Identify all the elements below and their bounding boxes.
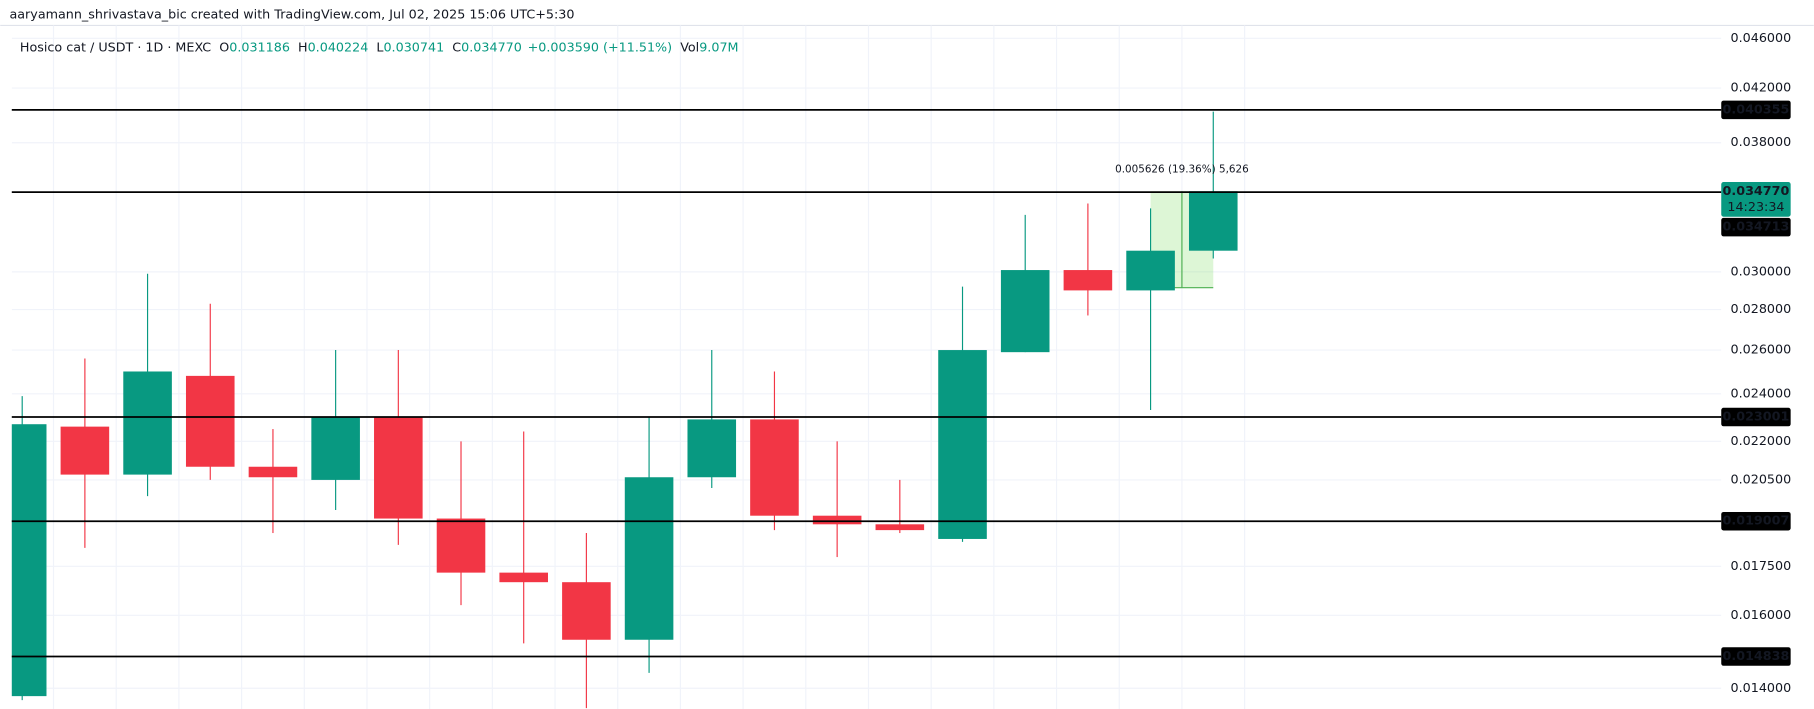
countdown: 14:23:34 bbox=[1727, 199, 1784, 214]
price-label: 0.034770 bbox=[1723, 183, 1790, 198]
y-tick-label: 0.022000 bbox=[1731, 433, 1792, 448]
candle-body bbox=[123, 371, 172, 475]
y-tick-label: 0.028000 bbox=[1731, 301, 1792, 316]
hline-label: 0.040355 bbox=[1723, 101, 1790, 116]
legend-title: Hosico cat / USDT · 1D · MEXC bbox=[20, 39, 211, 54]
legend-value: 0.040224 bbox=[308, 39, 369, 54]
y-tick-label: 0.026000 bbox=[1731, 342, 1792, 357]
candle-body bbox=[624, 477, 674, 640]
y-tick-label: 0.038000 bbox=[1731, 134, 1792, 149]
y-tick-label: 0.024000 bbox=[1731, 385, 1792, 400]
candle-body bbox=[248, 466, 298, 478]
candle-body bbox=[60, 426, 110, 475]
y-tick-label: 0.046000 bbox=[1731, 30, 1792, 45]
hline-label-box bbox=[1721, 511, 1791, 531]
hline-label-box bbox=[1721, 407, 1791, 427]
candle-body bbox=[1188, 191, 1238, 251]
candle-body bbox=[185, 375, 235, 467]
hline-label: 0.034713 bbox=[1723, 219, 1790, 234]
legend: Hosico cat / USDT · 1D · MEXC O0.031186 H0… bbox=[20, 39, 739, 54]
header: aaryamann_shrivastava_bic created with T… bbox=[9, 7, 574, 22]
candle-body bbox=[11, 424, 47, 697]
y-tick-label: 0.014000 bbox=[1731, 680, 1792, 695]
candle-body bbox=[812, 515, 862, 525]
legend-value: 0.034770 bbox=[461, 39, 522, 54]
candle-body bbox=[436, 518, 486, 573]
candle-body bbox=[374, 417, 423, 519]
legend-value: 0.030741 bbox=[383, 39, 444, 54]
y-tick-label: 0.020500 bbox=[1731, 471, 1792, 486]
legend-key: H bbox=[298, 39, 308, 54]
legend-key: O bbox=[219, 39, 229, 54]
candle-body bbox=[750, 419, 799, 516]
candle-body bbox=[562, 582, 611, 640]
measure-label: 0.005626 (19.36%) 5,626 bbox=[1115, 163, 1249, 175]
y-tick-label: 0.017500 bbox=[1731, 558, 1792, 573]
hline-label-box bbox=[1721, 100, 1791, 120]
candle-body bbox=[1000, 270, 1050, 353]
legend-key: C bbox=[452, 39, 461, 54]
hline-label: 0.014838 bbox=[1723, 648, 1790, 663]
hline-label-box bbox=[1721, 647, 1791, 666]
candle-body bbox=[499, 572, 548, 583]
y-tick-label: 0.016000 bbox=[1731, 607, 1792, 622]
y-tick-label: 0.030000 bbox=[1731, 263, 1792, 278]
legend-key: Vol bbox=[680, 39, 699, 54]
candle-body bbox=[311, 417, 360, 480]
price-label-box bbox=[1721, 182, 1791, 217]
hline-label: 0.023001 bbox=[1723, 409, 1790, 424]
candle-body bbox=[875, 524, 925, 531]
candle-body bbox=[687, 419, 737, 478]
legend-value: 0.031186 bbox=[229, 39, 290, 54]
candle-body bbox=[1063, 270, 1113, 291]
hline-label: 0.019007 bbox=[1723, 513, 1790, 528]
legend-key: L bbox=[376, 39, 384, 54]
hline-label-box bbox=[1721, 217, 1791, 237]
candle-body bbox=[938, 350, 987, 539]
legend-value: 9.07M bbox=[699, 39, 738, 54]
candle-body bbox=[1126, 250, 1175, 291]
y-tick-label: 0.042000 bbox=[1731, 80, 1792, 95]
legend-value: +0.003590 (+11.51%) bbox=[528, 39, 672, 54]
